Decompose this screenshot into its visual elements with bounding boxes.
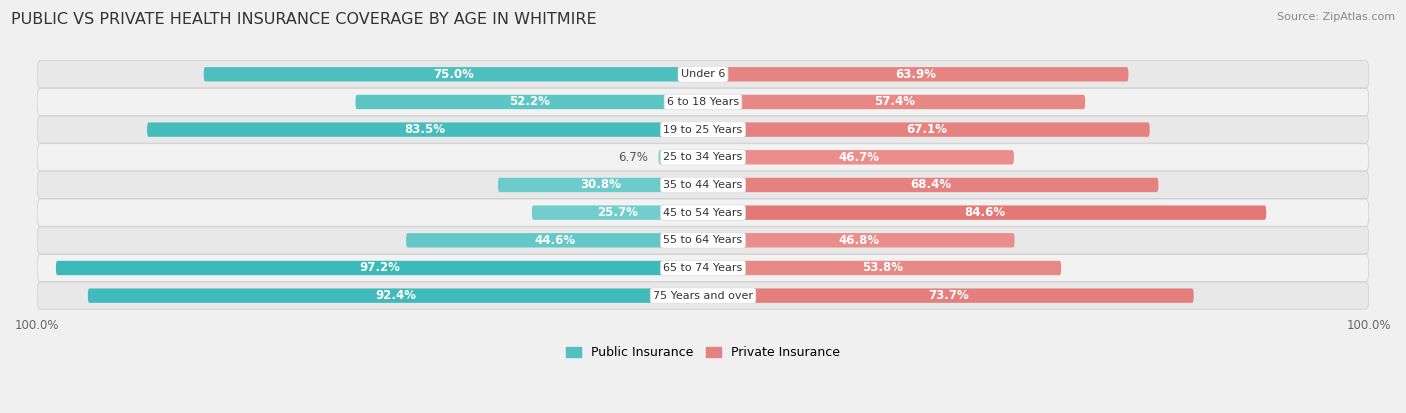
Text: Under 6: Under 6	[681, 69, 725, 79]
FancyBboxPatch shape	[658, 150, 703, 164]
Text: 46.7%: 46.7%	[838, 151, 879, 164]
FancyBboxPatch shape	[37, 227, 1369, 254]
Text: 25.7%: 25.7%	[598, 206, 638, 219]
FancyBboxPatch shape	[531, 205, 703, 220]
FancyBboxPatch shape	[703, 150, 1014, 164]
Text: 63.9%: 63.9%	[896, 68, 936, 81]
Text: 46.8%: 46.8%	[838, 234, 879, 247]
FancyBboxPatch shape	[703, 178, 1159, 192]
Text: 57.4%: 57.4%	[873, 95, 914, 109]
Text: 68.4%: 68.4%	[910, 178, 952, 192]
Text: 19 to 25 Years: 19 to 25 Years	[664, 125, 742, 135]
Text: 53.8%: 53.8%	[862, 261, 903, 275]
Text: 84.6%: 84.6%	[965, 206, 1005, 219]
Legend: Public Insurance, Private Insurance: Public Insurance, Private Insurance	[561, 341, 845, 364]
Text: 83.5%: 83.5%	[405, 123, 446, 136]
FancyBboxPatch shape	[703, 205, 1267, 220]
FancyBboxPatch shape	[703, 233, 1015, 247]
FancyBboxPatch shape	[37, 282, 1369, 309]
FancyBboxPatch shape	[37, 199, 1369, 226]
FancyBboxPatch shape	[703, 261, 1062, 275]
Text: 92.4%: 92.4%	[375, 289, 416, 302]
Text: 55 to 64 Years: 55 to 64 Years	[664, 235, 742, 245]
FancyBboxPatch shape	[498, 178, 703, 192]
FancyBboxPatch shape	[37, 144, 1369, 171]
FancyBboxPatch shape	[406, 233, 703, 247]
FancyBboxPatch shape	[37, 88, 1369, 116]
FancyBboxPatch shape	[37, 116, 1369, 143]
Text: PUBLIC VS PRIVATE HEALTH INSURANCE COVERAGE BY AGE IN WHITMIRE: PUBLIC VS PRIVATE HEALTH INSURANCE COVER…	[11, 12, 598, 27]
FancyBboxPatch shape	[703, 122, 1150, 137]
Text: 30.8%: 30.8%	[581, 178, 621, 192]
FancyBboxPatch shape	[703, 67, 1129, 81]
Text: 25 to 34 Years: 25 to 34 Years	[664, 152, 742, 162]
FancyBboxPatch shape	[56, 261, 703, 275]
FancyBboxPatch shape	[703, 95, 1085, 109]
FancyBboxPatch shape	[37, 254, 1369, 282]
FancyBboxPatch shape	[37, 61, 1369, 88]
Text: 97.2%: 97.2%	[359, 261, 399, 275]
Text: 6 to 18 Years: 6 to 18 Years	[666, 97, 740, 107]
Text: 75 Years and over: 75 Years and over	[652, 291, 754, 301]
Text: 52.2%: 52.2%	[509, 95, 550, 109]
Text: 73.7%: 73.7%	[928, 289, 969, 302]
FancyBboxPatch shape	[703, 288, 1194, 303]
Text: 6.7%: 6.7%	[619, 151, 648, 164]
Text: 35 to 44 Years: 35 to 44 Years	[664, 180, 742, 190]
FancyBboxPatch shape	[37, 171, 1369, 199]
Text: 75.0%: 75.0%	[433, 68, 474, 81]
FancyBboxPatch shape	[87, 288, 703, 303]
Text: 44.6%: 44.6%	[534, 234, 575, 247]
Text: 67.1%: 67.1%	[905, 123, 946, 136]
FancyBboxPatch shape	[204, 67, 703, 81]
Text: 45 to 54 Years: 45 to 54 Years	[664, 208, 742, 218]
Text: 65 to 74 Years: 65 to 74 Years	[664, 263, 742, 273]
FancyBboxPatch shape	[148, 122, 703, 137]
Text: Source: ZipAtlas.com: Source: ZipAtlas.com	[1277, 12, 1395, 22]
FancyBboxPatch shape	[356, 95, 703, 109]
